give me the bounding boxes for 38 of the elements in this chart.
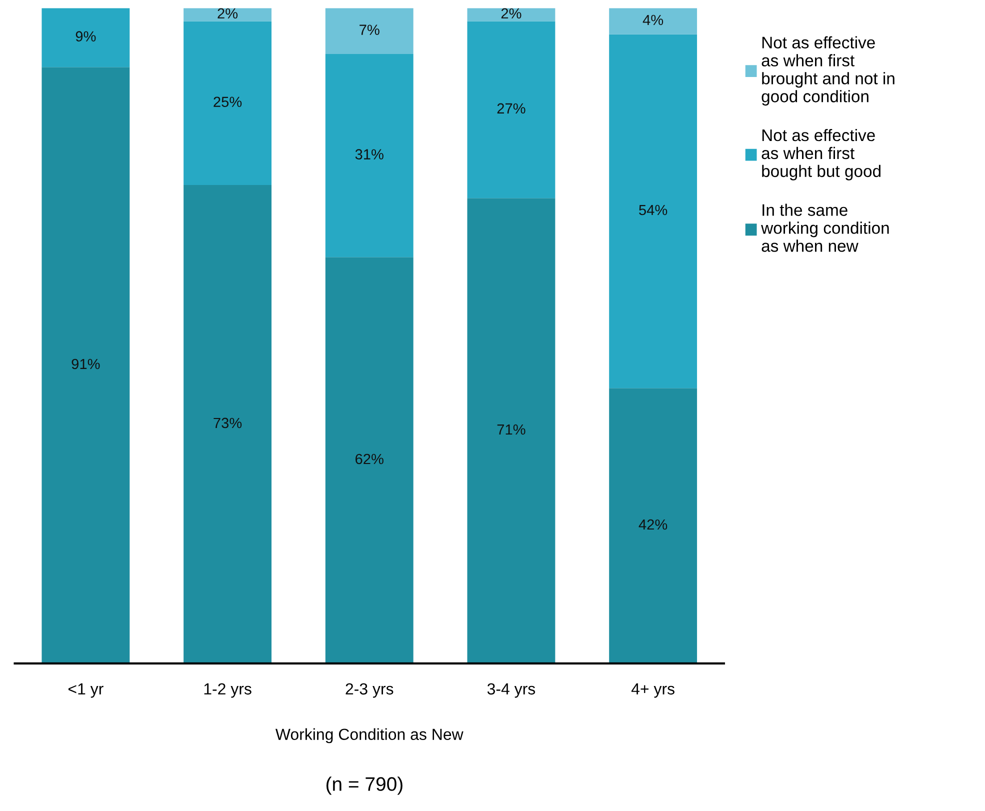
legend-label: Not as effective as when first bought but good — [762, 128, 880, 180]
data-label: 42% — [638, 519, 668, 530]
x-tick-label: 2-3 yrs — [346, 683, 394, 698]
legend-label: In the same working condition as when new — [761, 204, 889, 252]
x-axis-title: Working Condition as New — [275, 728, 464, 744]
data-label: 71% — [497, 424, 526, 435]
data-label: 27% — [497, 103, 526, 114]
bar — [184, 8, 272, 22]
data-label: 9% — [76, 31, 96, 42]
data-label: 62% — [356, 454, 384, 464]
data-label: 2% — [218, 8, 238, 19]
bar — [467, 8, 556, 22]
bar — [467, 198, 556, 664]
bar — [467, 21, 556, 198]
x-tick-label: 3-4 yrs — [487, 683, 536, 698]
data-label: 7% — [360, 24, 380, 35]
bar — [42, 8, 130, 68]
x-tick-label: 4+ yrs — [631, 683, 674, 698]
x-tick-label: <1 yr — [68, 683, 104, 698]
data-label: 54% — [639, 204, 668, 216]
legend-label: Not as effective as when first brought and not in good condition — [762, 36, 894, 106]
bar — [184, 185, 272, 664]
bar — [609, 8, 698, 34]
bar — [325, 8, 414, 54]
bar — [325, 54, 414, 258]
data-label: 73% — [214, 418, 242, 428]
data-label: 4% — [642, 14, 664, 26]
bar — [325, 257, 414, 664]
bar — [42, 67, 130, 664]
data-label: 31% — [355, 149, 384, 160]
bar — [609, 388, 698, 664]
data-label: 25% — [214, 96, 242, 108]
data-label: 2% — [501, 8, 522, 19]
data-label: 91% — [72, 358, 100, 370]
bar — [609, 34, 698, 388]
text: (n = 790) — [326, 776, 402, 795]
bar — [184, 21, 272, 186]
x-tick-label: 1-2 yrs — [204, 683, 252, 698]
